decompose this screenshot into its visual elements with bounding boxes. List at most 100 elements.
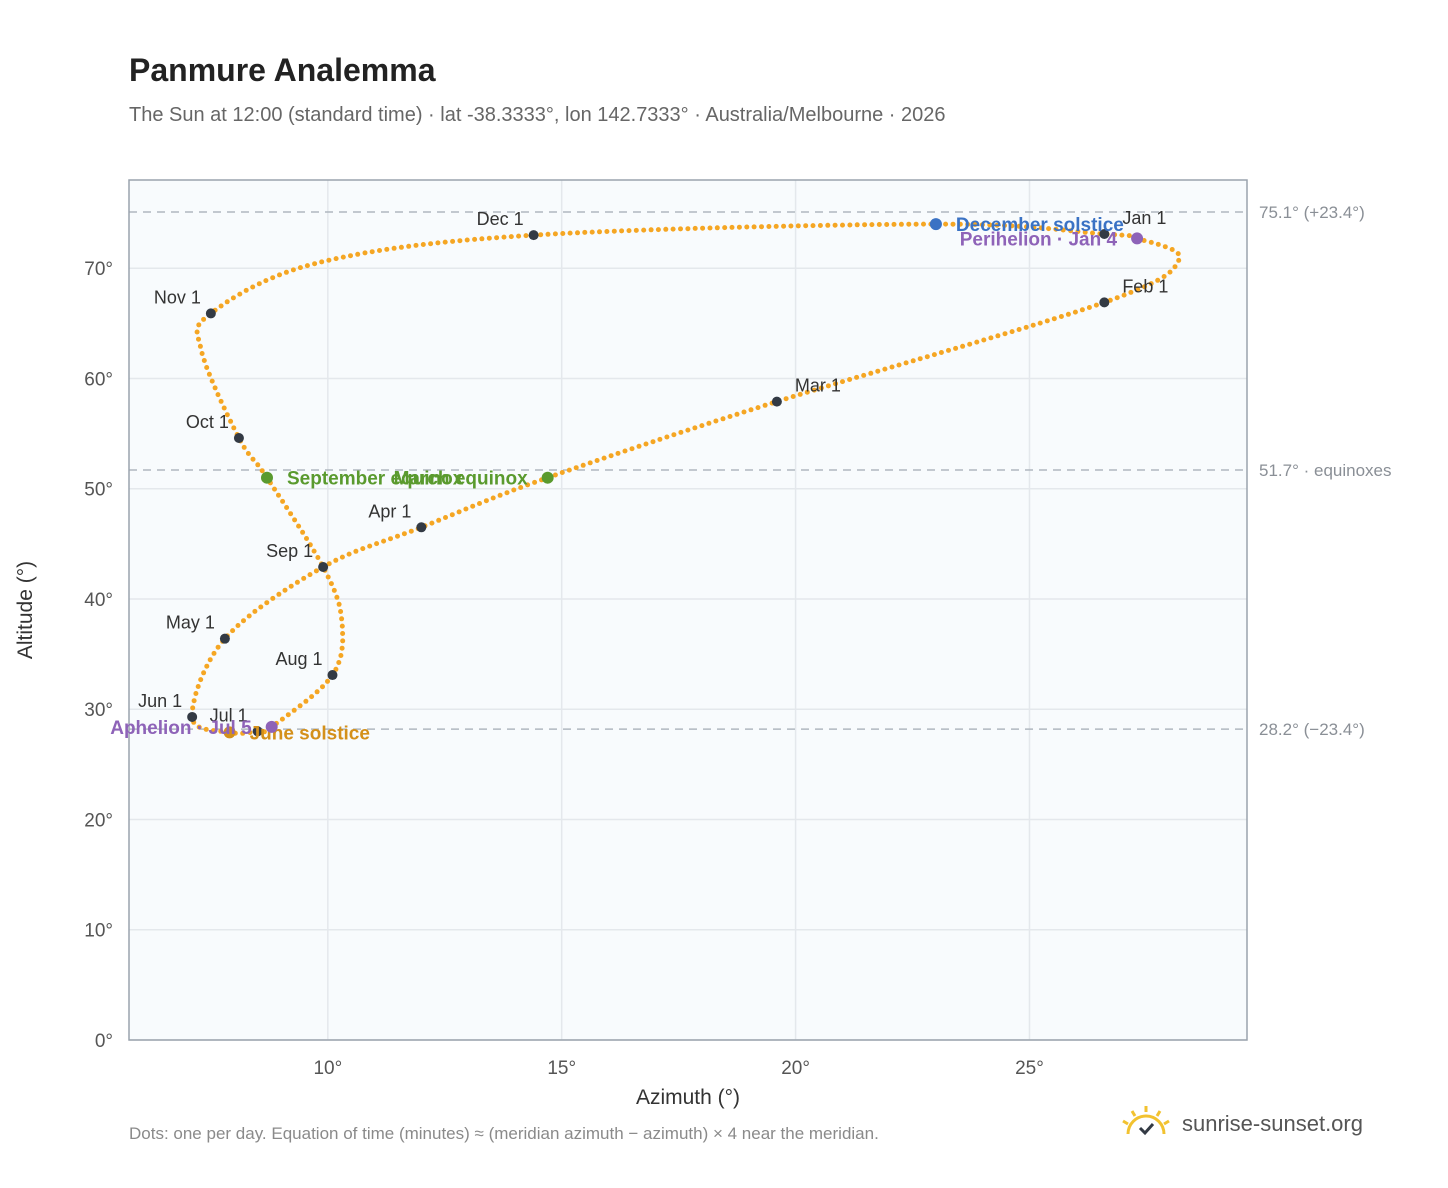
daily-sun-dot xyxy=(884,222,890,227)
daily-sun-dot xyxy=(241,444,247,450)
daily-sun-dot xyxy=(979,222,985,228)
daily-sun-dot xyxy=(953,345,959,351)
y-tick-label: 50° xyxy=(84,480,113,501)
daily-sun-dot xyxy=(748,407,754,413)
daily-sun-dot xyxy=(1082,229,1088,235)
daily-sun-dot xyxy=(196,336,201,342)
daily-sun-dot xyxy=(307,542,313,548)
daily-sun-dot xyxy=(320,684,325,690)
daily-sun-dot xyxy=(250,284,256,290)
daily-sun-dot xyxy=(285,712,291,718)
daily-sun-dot xyxy=(1142,284,1147,290)
daily-sun-dot xyxy=(209,378,215,384)
daily-sun-dot xyxy=(197,343,203,349)
daily-sun-dot xyxy=(292,517,298,523)
daily-sun-dot xyxy=(241,618,246,624)
reference-lines: 75.1° (+23.4°) 51.7° · equinoxes 28.2° (−2… xyxy=(129,203,1392,739)
daily-sun-dot xyxy=(1176,257,1182,263)
daily-sun-dot xyxy=(311,548,317,554)
daily-sun-dot xyxy=(981,337,987,343)
daily-sun-dot xyxy=(655,227,661,233)
daily-sun-dot xyxy=(309,694,315,700)
month-marker xyxy=(187,711,198,722)
daily-sun-dot xyxy=(252,608,258,614)
daily-sun-dot xyxy=(204,663,210,669)
daily-sun-dot xyxy=(388,536,393,542)
daily-sun-dot xyxy=(348,253,353,259)
analemma-curve xyxy=(189,221,1182,736)
month-label: Jan 1 xyxy=(1122,208,1166,228)
daily-sun-dot xyxy=(218,303,224,309)
daily-sun-dot xyxy=(924,354,930,360)
chart-subtitle: The Sun at 12:00 (standard time) · lat -… xyxy=(129,104,946,126)
daily-sun-dot xyxy=(207,657,213,663)
daily-sun-dot xyxy=(218,398,224,404)
month-label: Apr 1 xyxy=(368,501,411,521)
daily-sun-dot xyxy=(685,427,691,433)
y-axis-label: Altitude (°) xyxy=(14,561,37,659)
daily-sun-dot xyxy=(215,644,221,650)
daily-sun-dot xyxy=(280,498,286,504)
y-tick-label: 30° xyxy=(84,700,113,721)
month-label: Dec 1 xyxy=(477,209,524,229)
daily-sun-dot xyxy=(336,601,342,607)
reference-line-label: 75.1° (+23.4°) xyxy=(1259,203,1365,222)
daily-sun-dot xyxy=(1086,305,1092,310)
daily-sun-dot xyxy=(272,486,277,492)
daily-sun-dot xyxy=(1148,239,1154,245)
daily-sun-dot xyxy=(1075,229,1081,234)
daily-sun-dot xyxy=(1167,269,1173,275)
daily-sun-dot xyxy=(648,227,654,233)
daily-sun-dot xyxy=(573,465,579,471)
daily-sun-dot xyxy=(670,226,676,232)
daily-sun-dot xyxy=(781,223,787,229)
daily-sun-dot xyxy=(279,716,285,722)
daily-sun-dot xyxy=(811,387,817,393)
daily-sun-dot xyxy=(1060,227,1066,233)
daily-sun-dot xyxy=(338,609,344,614)
daily-sun-dot xyxy=(284,505,290,510)
daily-sun-dot xyxy=(538,232,544,238)
daily-sun-dot xyxy=(921,221,926,227)
daily-sun-dot xyxy=(722,225,728,231)
daily-sun-dot xyxy=(910,358,916,364)
daily-sun-dot xyxy=(291,707,297,713)
daily-sun-dot xyxy=(931,352,937,358)
daily-sun-dot xyxy=(1169,247,1175,252)
month-label: Jun 1 xyxy=(138,691,182,711)
daily-sun-dot xyxy=(560,231,566,236)
daily-sun-dot xyxy=(339,616,345,622)
event-label: Aphelion · Jul 5 xyxy=(110,718,252,739)
daily-sun-dot xyxy=(518,485,524,490)
daily-sun-dot xyxy=(479,236,485,242)
event-label: Perihelion · Jan 4 xyxy=(960,229,1118,250)
daily-sun-dot xyxy=(597,229,602,235)
daily-sun-dot xyxy=(190,705,196,711)
daily-sun-dot xyxy=(825,222,831,228)
daily-sun-dot xyxy=(270,275,276,281)
daily-sun-dot xyxy=(788,223,794,229)
daily-sun-dot xyxy=(1051,316,1057,322)
daily-sun-dot xyxy=(339,623,345,629)
brand-logo[interactable]: sunrise-sunset.org xyxy=(1120,1104,1363,1144)
daily-sun-dot xyxy=(987,222,993,228)
event-label: September equinox xyxy=(287,469,464,490)
month-label: Jul 1 xyxy=(210,705,248,725)
month-label: Mar 1 xyxy=(795,376,841,396)
daily-sun-dot xyxy=(876,222,882,227)
daily-sun-dot xyxy=(1024,224,1029,230)
daily-sun-dot xyxy=(504,490,510,496)
daily-sun-dot xyxy=(193,691,199,696)
daily-sun-dot xyxy=(1128,289,1134,295)
month-marker xyxy=(1099,297,1110,308)
daily-sun-dot xyxy=(803,223,809,229)
daily-sun-dot xyxy=(224,412,230,418)
daily-sun-dot xyxy=(643,441,649,447)
daily-sun-dot xyxy=(832,222,838,228)
month-marker xyxy=(252,726,263,737)
daily-sun-dot xyxy=(1009,329,1015,335)
daily-sun-dot xyxy=(516,233,522,239)
daily-sun-dot xyxy=(228,418,234,424)
daily-sun-dot xyxy=(264,600,270,606)
